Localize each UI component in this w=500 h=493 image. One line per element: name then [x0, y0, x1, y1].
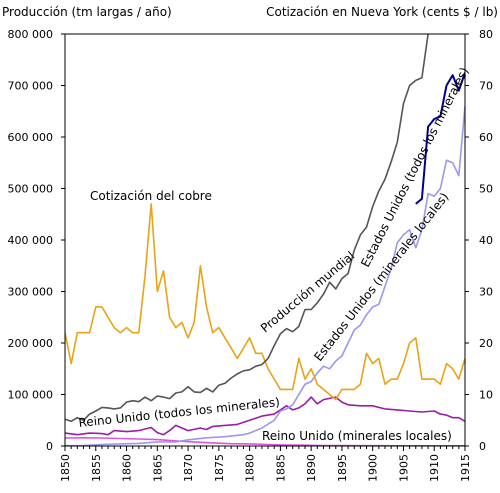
right-tick-label: 70: [479, 80, 493, 93]
annotation-copper-price: Cotización del cobre: [90, 189, 212, 203]
axis-layer: 0 100 000 200 000 300 000 400 000 500 000 600 …: [8, 28, 494, 482]
x-tick-label: 1860: [121, 454, 134, 482]
right-tick-label: 10: [479, 389, 493, 402]
x-tick-label: 1900: [367, 454, 380, 482]
left-tick-label: 200 000: [8, 337, 54, 350]
left-tick-label: 600 000: [8, 131, 54, 144]
series-line-reino-unido-todos-los-minerales: [65, 396, 465, 436]
x-tick-label: 1915: [459, 454, 472, 482]
right-tick-label: 80: [479, 28, 493, 41]
right-tick-label: 20: [479, 337, 493, 350]
right-tick-label: 50: [479, 183, 493, 196]
x-tick-label: 1905: [398, 454, 411, 482]
x-tick-label: 1865: [151, 454, 164, 482]
left-tick-label: 300 000: [8, 286, 54, 299]
x-tick-label: 1885: [274, 454, 287, 482]
right-tick-label: 0: [479, 440, 486, 453]
x-tick-label: 1855: [90, 454, 103, 482]
series-line-produccion-mundial: [65, 34, 429, 423]
left-tick-label: 800 000: [8, 28, 54, 41]
x-tick-label: 1895: [336, 454, 349, 482]
right-axis-title: Cotización en Nueva York (cents $ / lb): [266, 5, 498, 19]
left-axis-title: Producción (tm largas / año): [2, 5, 172, 19]
right-tick-label: 60: [479, 131, 493, 144]
x-tick-label: 1870: [182, 454, 195, 482]
x-tick-label: 1875: [213, 454, 226, 482]
x-tick-label: 1880: [244, 454, 257, 482]
annotation-uk-all-ores: Reino Unido (todos los minerales): [78, 395, 281, 430]
x-tick-label: 1910: [428, 454, 441, 482]
annotation-uk-domestic-ores: Reino Unido (minerales locales): [262, 429, 452, 443]
series-line-estados-unidos-minerales-locales: [65, 106, 465, 446]
x-tick-label: 1890: [305, 454, 318, 482]
right-tick-label: 30: [479, 286, 493, 299]
x-tick-label: 1850: [59, 454, 72, 482]
series-layer: [65, 34, 465, 446]
left-tick-label: 0: [46, 440, 53, 453]
left-tick-label: 400 000: [8, 234, 54, 247]
left-tick-label: 700 000: [8, 80, 54, 93]
series-line-estados-unidos-todos-los-minerales: [415, 72, 465, 205]
left-tick-label: 500 000: [8, 183, 54, 196]
left-tick-label: 100 000: [8, 389, 54, 402]
right-tick-label: 40: [479, 234, 493, 247]
